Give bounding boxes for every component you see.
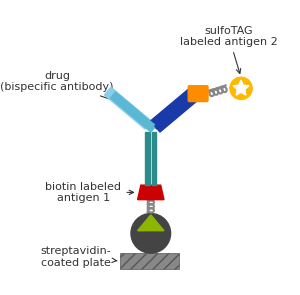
Polygon shape (233, 80, 249, 95)
Polygon shape (150, 89, 195, 129)
Text: sulfoTAG
labeled antigen 2: sulfoTAG labeled antigen 2 (180, 26, 278, 73)
Circle shape (131, 214, 171, 253)
Circle shape (230, 77, 252, 99)
Text: streptavidin-
coated plate: streptavidin- coated plate (40, 246, 117, 268)
Text: drug
(bispecific antibody): drug (bispecific antibody) (0, 71, 121, 103)
Bar (152, 132, 156, 185)
Polygon shape (110, 92, 156, 132)
Polygon shape (104, 87, 152, 129)
Polygon shape (155, 95, 197, 132)
Polygon shape (138, 215, 164, 231)
Text: biotin labeled
antigen 1: biotin labeled antigen 1 (45, 182, 134, 203)
FancyBboxPatch shape (188, 86, 208, 101)
Polygon shape (138, 185, 164, 200)
Bar (120, 253, 178, 269)
Bar (145, 132, 150, 185)
